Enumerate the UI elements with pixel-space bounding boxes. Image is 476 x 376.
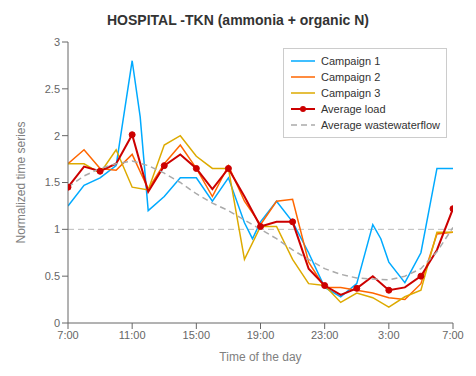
svg-text:0.5: 0.5: [45, 270, 60, 282]
svg-text:3: 3: [54, 36, 60, 48]
svg-text:Normalized time series: Normalized time series: [14, 121, 28, 243]
svg-text:1: 1: [54, 223, 60, 235]
svg-text:23:00: 23:00: [311, 329, 339, 341]
svg-text:7:00: 7:00: [442, 329, 463, 341]
svg-text:19:00: 19:00: [247, 329, 275, 341]
svg-text:2.5: 2.5: [45, 83, 60, 95]
html-text:Average wastewaterflow: Average wastewaterflow: [321, 119, 440, 131]
svg-text:2: 2: [54, 130, 60, 142]
svg-text:3:00: 3:00: [378, 329, 399, 341]
svg-text:1.5: 1.5: [45, 176, 60, 188]
svg-text:7:00: 7:00: [57, 329, 78, 341]
html-text:Campaign 1: Campaign 1: [321, 55, 381, 67]
html-text:HOSPITAL -TKN (ammonia + organ: HOSPITAL -TKN (ammonia + organic N): [107, 12, 369, 28]
html-text:Average load: Average load: [321, 103, 386, 115]
svg-text:11:00: 11:00: [119, 329, 146, 341]
html-text:Campaign 2: Campaign 2: [321, 71, 381, 83]
svg-text:0: 0: [54, 317, 60, 329]
html-text:Campaign 3: Campaign 3: [321, 87, 381, 99]
svg-text:Time of the day: Time of the day: [219, 350, 301, 364]
svg-text:15:00: 15:00: [183, 329, 211, 341]
